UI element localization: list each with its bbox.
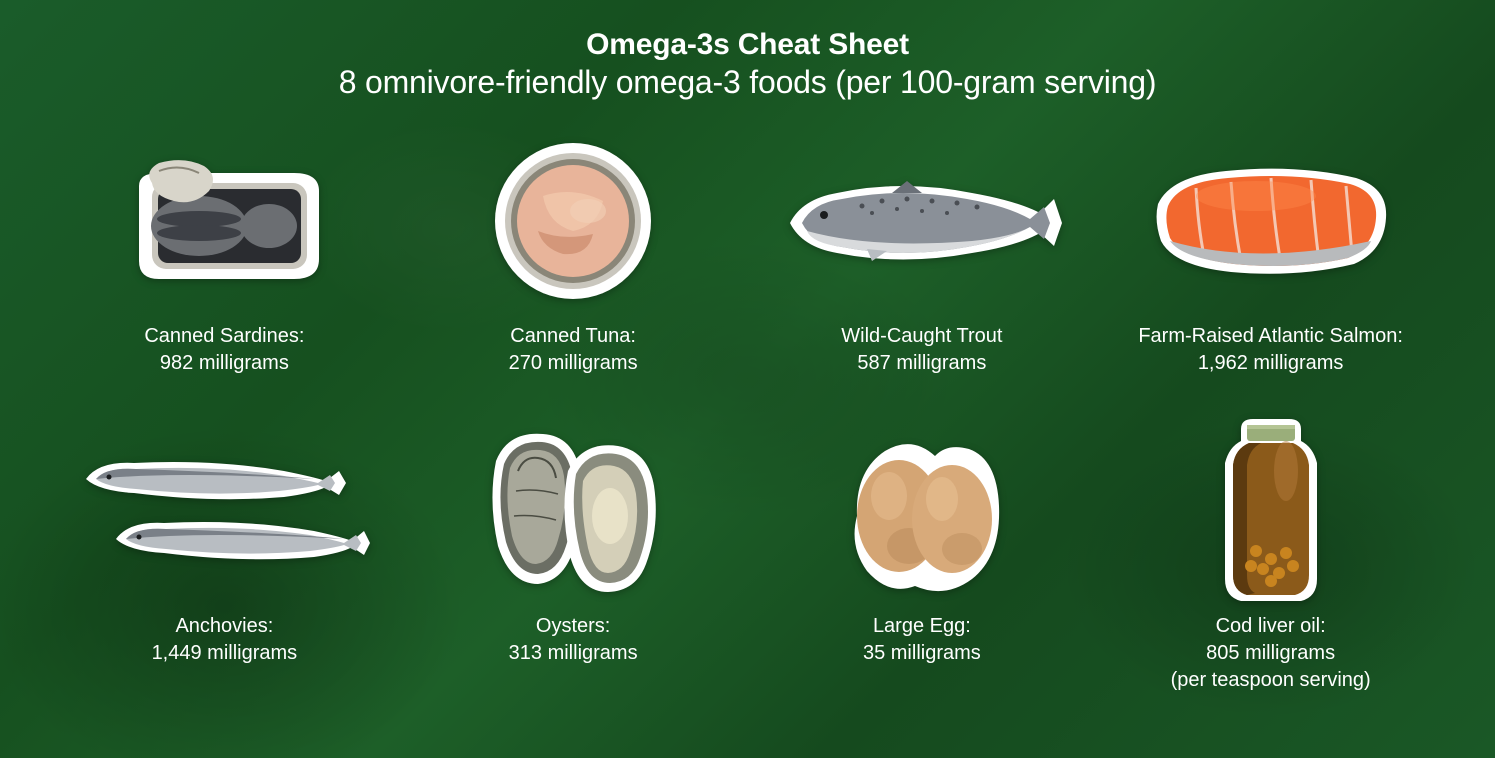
food-value: 35 milligrams [863, 642, 981, 664]
food-grid: Canned Sardines: 982 milligrams Canned T… [0, 101, 1495, 731]
salmon-fillet-icon [1136, 131, 1406, 311]
food-name: Farm-Raised Atlantic Salmon: [1138, 325, 1403, 347]
oysters-icon [468, 421, 678, 601]
trout-icon [772, 131, 1072, 311]
food-cell-trout: Wild-Caught Trout 587 milligrams [758, 131, 1087, 411]
food-cell-salmon: Farm-Raised Atlantic Salmon: 1,962 milli… [1106, 131, 1435, 411]
food-caption: Farm-Raised Atlantic Salmon: 1,962 milli… [1138, 323, 1403, 377]
food-value: 1,449 milligrams [152, 642, 298, 664]
food-value: 982 milligrams [160, 352, 289, 374]
sardine-can-icon [104, 131, 344, 311]
food-caption: Anchovies: 1,449 milligrams [152, 613, 298, 667]
food-extra: (per teaspoon serving) [1171, 667, 1371, 694]
food-value: 1,962 milligrams [1198, 352, 1344, 374]
food-name: Cod liver oil: [1216, 615, 1326, 637]
food-value: 313 milligrams [509, 642, 638, 664]
food-value: 270 milligrams [509, 352, 638, 374]
eggs-icon [827, 421, 1017, 601]
food-name: Canned Sardines: [144, 325, 304, 347]
food-caption: Cod liver oil: 805 milligrams (per teasp… [1171, 613, 1371, 694]
food-cell-oysters: Oysters: 313 milligrams [409, 421, 738, 701]
cod-liver-oil-bottle-icon [1201, 421, 1341, 601]
food-name: Oysters: [536, 615, 610, 637]
food-cell-sardines: Canned Sardines: 982 milligrams [60, 131, 389, 411]
food-caption: Oysters: 313 milligrams [509, 613, 638, 667]
food-name: Canned Tuna: [510, 325, 636, 347]
anchovies-icon [74, 421, 374, 601]
food-name: Wild-Caught Trout [841, 325, 1002, 347]
food-value: 587 milligrams [857, 352, 986, 374]
header: Omega-3s Cheat Sheet 8 omnivore-friendly… [0, 0, 1495, 101]
food-cell-tuna: Canned Tuna: 270 milligrams [409, 131, 738, 411]
title-line2: 8 omnivore-friendly omega-3 foods (per 1… [0, 64, 1495, 101]
food-name: Large Egg: [873, 615, 971, 637]
food-cell-anchovies: Anchovies: 1,449 milligrams [60, 421, 389, 701]
food-caption: Canned Tuna: 270 milligrams [509, 323, 638, 377]
food-value: 805 milligrams [1206, 642, 1335, 664]
food-caption: Canned Sardines: 982 milligrams [144, 323, 304, 377]
food-caption: Wild-Caught Trout 587 milligrams [841, 323, 1002, 377]
title-line1: Omega-3s Cheat Sheet [0, 28, 1495, 62]
tuna-can-icon [483, 131, 663, 311]
food-caption: Large Egg: 35 milligrams [863, 613, 981, 667]
food-name: Anchovies: [175, 615, 273, 637]
food-cell-eggs: Large Egg: 35 milligrams [758, 421, 1087, 701]
food-cell-cod-liver-oil: Cod liver oil: 805 milligrams (per teasp… [1106, 421, 1435, 701]
